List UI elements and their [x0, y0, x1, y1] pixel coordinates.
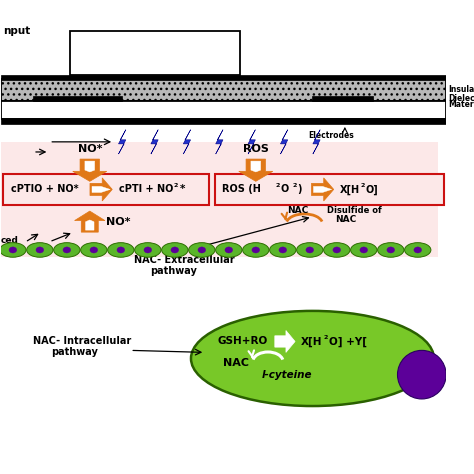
Polygon shape: [311, 178, 334, 201]
Ellipse shape: [90, 247, 98, 253]
Text: 2: 2: [292, 183, 297, 188]
Text: *: *: [180, 184, 185, 194]
Polygon shape: [90, 178, 112, 201]
Polygon shape: [248, 130, 255, 154]
Text: Insula: Insula: [448, 85, 474, 94]
Polygon shape: [151, 130, 158, 154]
Polygon shape: [118, 130, 126, 154]
Ellipse shape: [63, 247, 71, 253]
Text: O]: O]: [366, 184, 379, 194]
FancyBboxPatch shape: [70, 30, 239, 75]
Ellipse shape: [360, 247, 368, 253]
Text: 2: 2: [173, 183, 178, 188]
Ellipse shape: [9, 247, 17, 253]
Text: ROS (H: ROS (H: [222, 184, 261, 194]
Text: NAC: NAC: [287, 206, 309, 215]
Text: cPTI + NO: cPTI + NO: [119, 184, 173, 194]
Text: 2: 2: [360, 183, 365, 188]
Ellipse shape: [279, 247, 287, 253]
Ellipse shape: [162, 243, 188, 257]
Polygon shape: [239, 159, 273, 182]
Polygon shape: [275, 330, 295, 352]
Text: cPTIO + NO*: cPTIO + NO*: [11, 184, 78, 194]
Polygon shape: [74, 211, 105, 232]
Text: NAC- Intracellular: NAC- Intracellular: [33, 336, 131, 346]
Ellipse shape: [198, 247, 206, 253]
Ellipse shape: [306, 247, 314, 253]
Text: O] +Y[: O] +Y[: [328, 337, 367, 346]
Ellipse shape: [378, 243, 404, 257]
Ellipse shape: [108, 243, 134, 257]
Ellipse shape: [414, 247, 421, 253]
Text: 2: 2: [275, 183, 280, 188]
Text: Dielec: Dielec: [448, 94, 474, 103]
Polygon shape: [183, 130, 191, 154]
Text: Mater: Mater: [448, 100, 474, 109]
FancyBboxPatch shape: [3, 174, 209, 205]
Text: ced: ced: [0, 236, 18, 245]
Ellipse shape: [216, 243, 242, 257]
Ellipse shape: [333, 247, 341, 253]
Ellipse shape: [117, 247, 125, 253]
Ellipse shape: [144, 247, 152, 253]
FancyBboxPatch shape: [0, 118, 446, 124]
FancyBboxPatch shape: [0, 142, 438, 257]
Ellipse shape: [191, 311, 434, 406]
Ellipse shape: [36, 247, 44, 253]
Ellipse shape: [27, 243, 53, 257]
Ellipse shape: [398, 350, 446, 399]
Text: ): ): [298, 184, 302, 194]
Ellipse shape: [135, 243, 161, 257]
Text: X[H: X[H: [301, 337, 323, 346]
Polygon shape: [216, 130, 223, 154]
Text: O: O: [281, 184, 289, 194]
Polygon shape: [313, 186, 332, 192]
FancyBboxPatch shape: [0, 101, 446, 119]
Ellipse shape: [297, 243, 323, 257]
Text: Disulfide of: Disulfide of: [327, 206, 382, 215]
Text: pathway: pathway: [151, 266, 197, 276]
Polygon shape: [73, 159, 107, 182]
Text: Electrodes: Electrodes: [309, 131, 354, 140]
Ellipse shape: [270, 243, 296, 257]
Ellipse shape: [171, 247, 179, 253]
Polygon shape: [85, 161, 95, 172]
Ellipse shape: [405, 243, 431, 257]
Ellipse shape: [189, 243, 215, 257]
Text: NO*: NO*: [78, 144, 102, 154]
Ellipse shape: [225, 247, 233, 253]
Text: NAC: NAC: [335, 215, 356, 224]
Text: X[H: X[H: [340, 184, 360, 194]
Ellipse shape: [54, 243, 80, 257]
Text: NO*: NO*: [106, 217, 130, 227]
Polygon shape: [92, 186, 110, 192]
FancyBboxPatch shape: [33, 96, 122, 101]
Text: NAC: NAC: [223, 358, 249, 368]
Ellipse shape: [387, 247, 394, 253]
Polygon shape: [281, 130, 288, 154]
Ellipse shape: [0, 243, 26, 257]
Text: l-cyteine: l-cyteine: [262, 370, 312, 380]
Text: CCs: CCs: [0, 246, 19, 255]
Ellipse shape: [81, 243, 107, 257]
Ellipse shape: [324, 243, 350, 257]
FancyBboxPatch shape: [215, 174, 444, 205]
Text: NAC- Extracellular: NAC- Extracellular: [134, 255, 235, 265]
Polygon shape: [85, 220, 94, 230]
FancyBboxPatch shape: [0, 74, 446, 80]
Text: 2: 2: [323, 336, 328, 340]
Ellipse shape: [252, 247, 260, 253]
Text: pathway: pathway: [51, 347, 98, 357]
Text: ROS: ROS: [243, 144, 269, 154]
Polygon shape: [313, 130, 320, 154]
Text: GSH+RO: GSH+RO: [217, 337, 267, 346]
Polygon shape: [251, 161, 261, 172]
Text: nput: nput: [3, 27, 30, 36]
FancyBboxPatch shape: [0, 79, 446, 101]
Ellipse shape: [351, 243, 377, 257]
FancyBboxPatch shape: [312, 96, 373, 101]
Ellipse shape: [243, 243, 269, 257]
Polygon shape: [277, 338, 293, 344]
